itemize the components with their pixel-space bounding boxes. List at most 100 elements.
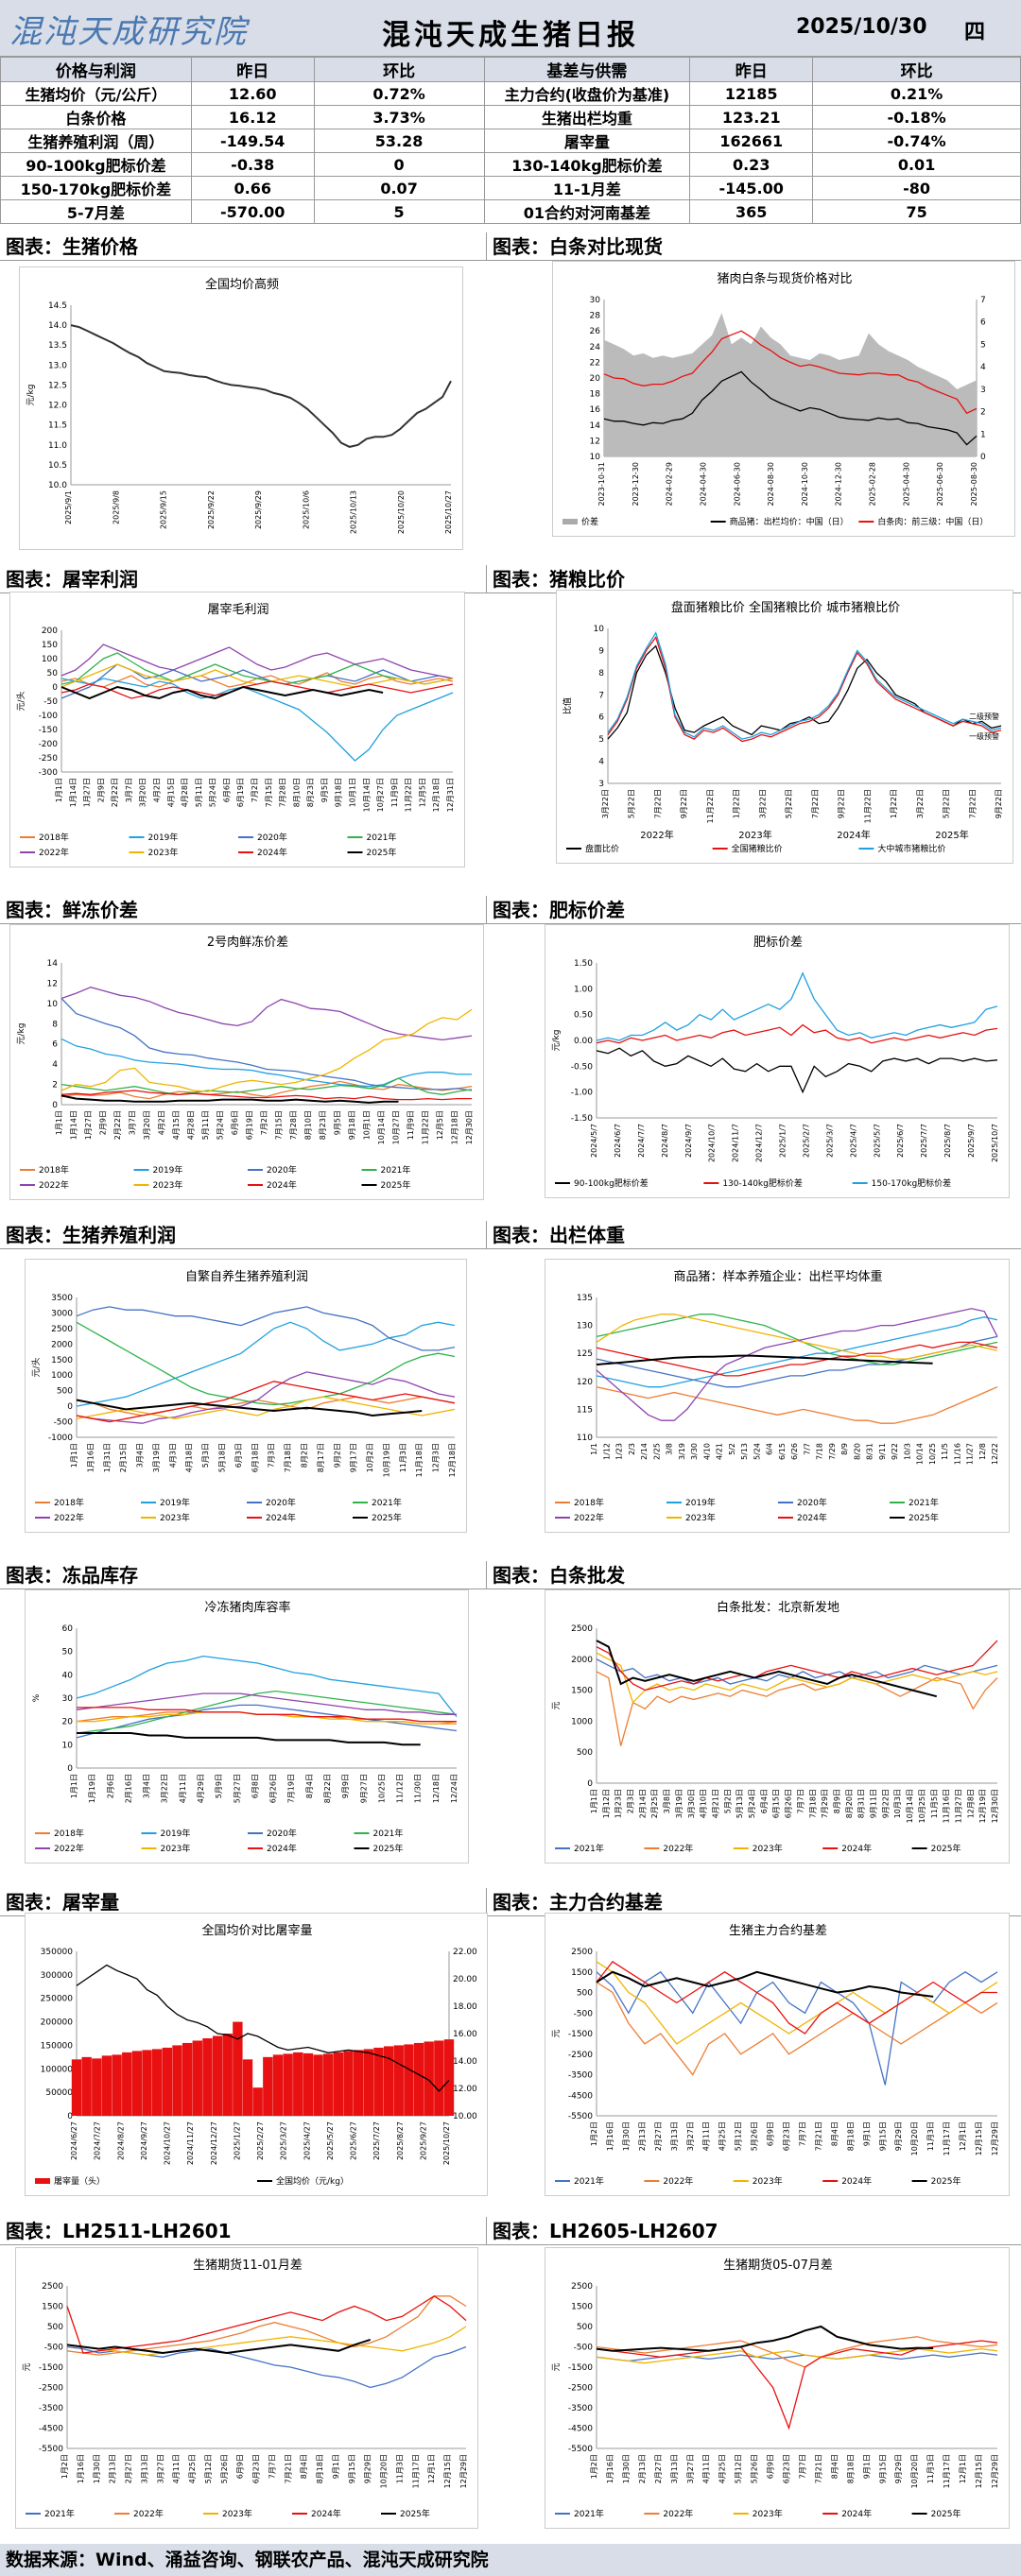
x-tick-label: 2024-04-30 — [699, 462, 707, 507]
y-tick-label: 150 — [42, 641, 58, 650]
x-tick-label: 4月11日 — [702, 2454, 711, 2483]
cell: 5-7月差 — [0, 199, 192, 224]
x-tick-label: 7月19日 — [287, 1774, 296, 1803]
cell: 0 — [313, 152, 485, 177]
legend-label: 2025年 — [381, 1179, 411, 1191]
x-tick-label: 10月2日 — [366, 1443, 374, 1472]
x-tick-label: 7月18日 — [284, 1443, 292, 1472]
x-tick-label: 1月2日 — [590, 2454, 598, 2479]
x-tick-label: 2月9日 — [96, 778, 105, 802]
x-tick-label: 2024/9/27 — [140, 2121, 148, 2160]
x-tick-label: 4月11日 — [179, 1774, 187, 1803]
cell: 0.66 — [190, 176, 315, 200]
x-tick-label: 2024/8/27 — [116, 2121, 125, 2160]
report-date: 2025/10/30 — [796, 15, 927, 39]
series-line — [76, 1371, 456, 1424]
y-tick-label: -1.50 — [571, 1114, 594, 1124]
x-tick-label: 1月16日 — [86, 1443, 95, 1472]
x-tick-label: 12月5日 — [418, 778, 426, 807]
x-tick-label: 2025/2/27 — [256, 2121, 265, 2160]
x-tick-label: 12月1日 — [427, 2454, 436, 2483]
x-tick-label: 11月3日 — [926, 2121, 935, 2151]
legend-label: 2023年 — [222, 2508, 252, 2519]
x-tick-label: 2025/10/27 — [444, 490, 453, 534]
chart-svg: 2号肉鲜冻价差 14 12 10 8 6 4 2 0 元/kg 1月1日 1月14日 1月27日 2月9日… — [17, 935, 474, 1191]
chart-title: 冷冻猪肉库容率 — [204, 1600, 290, 1615]
x-tick-label: 6月23日 — [783, 2454, 791, 2483]
x-tick-label: 3月4日 — [136, 1443, 145, 1468]
series-line — [76, 1396, 456, 1417]
x-tick-label: 4月2日 — [158, 1110, 166, 1135]
x-tick-label: 3月27日 — [686, 2121, 695, 2151]
series-line — [61, 1077, 473, 1095]
y-tick-label: -2500 — [568, 2051, 593, 2060]
legend-label: 大中城市猪粮比价 — [877, 843, 945, 854]
x-tick-label: 3/8 — [666, 1443, 674, 1455]
col-header: 基差与供需 — [483, 57, 691, 82]
x-tick-label: 5月3日 — [201, 1443, 210, 1468]
x-tick-label: 12月19日 — [978, 1789, 987, 1823]
bar — [81, 2056, 92, 2116]
legend-label: 2022年 — [54, 1843, 84, 1854]
x-tick-label: 2025/10/13 — [350, 490, 358, 534]
y2-tick-label: 14.00 — [453, 2057, 477, 2067]
chart-svg: 全国均价高频 14.5 14.0 13.5 13.0 12.5 12.0 11.5 11.0 10… — [26, 277, 453, 534]
x-tick-label: 2025/3/27 — [280, 2121, 288, 2160]
summary-row: 5-7月差 -570.00 5 01合约对河南基差 365 75 — [0, 199, 1021, 224]
cell: 0.01 — [812, 152, 1021, 177]
series-line — [70, 324, 452, 448]
legend-label: 2018年 — [54, 1497, 84, 1508]
y-tick-label: -1000 — [48, 1434, 73, 1443]
series-line — [77, 1711, 458, 1725]
x-tick-label: 2025/4/7 — [849, 1124, 857, 1158]
x-tick-label: 5/24 — [753, 1443, 761, 1460]
x-tick-label: 10/14 — [916, 1443, 925, 1465]
bar — [303, 2052, 314, 2116]
x-tick-label: 2025/9/8 — [112, 490, 120, 524]
y-tick-label: 2500 — [42, 2282, 63, 2292]
x-tick-label: 2024/11/7 — [732, 1124, 740, 1162]
x-tick-label: 2月9日 — [99, 1110, 108, 1135]
series-line — [61, 1038, 472, 1088]
x-tick-label: 2月22日 — [113, 1110, 122, 1140]
x-tick-label: 2025/8/7 — [943, 1124, 952, 1158]
x-tick-label: 7月15日 — [275, 1110, 284, 1140]
y-tick-label: 12 — [47, 979, 58, 988]
cell: 01合约对河南基差 — [483, 199, 691, 224]
legend-label: 2018年 — [39, 832, 69, 843]
y-tick-label: 18 — [590, 390, 601, 400]
x-tick-label: 5月24日 — [209, 778, 217, 807]
bar — [353, 2050, 364, 2116]
x-tick-label: 10月20日 — [910, 2454, 919, 2488]
legend-label: 2025年 — [400, 2508, 430, 2519]
x-tick-label: 4月11日 — [172, 2454, 181, 2483]
x-tick-label: 1月1日 — [70, 1443, 78, 1468]
x-tick-label: 2月13日 — [638, 2121, 647, 2151]
y-tick-label: -50 — [43, 697, 58, 707]
y-axis-label: 元/头 — [31, 1357, 42, 1377]
legend-label: 2021年 — [574, 2508, 604, 2519]
y-tick-label: 130 — [577, 1322, 593, 1331]
x-tick-label: 4/21 — [716, 1443, 724, 1460]
legend-label: 2022年 — [39, 1179, 69, 1191]
cell: 150-170kg肥标价差 — [0, 176, 192, 200]
x-tick-label: 2025/7/27 — [372, 2121, 381, 2160]
legend-label: 2021年 — [367, 832, 397, 843]
y2-tick-label: 12.00 — [453, 2085, 477, 2094]
x-tick-label: 12月1日 — [959, 2121, 967, 2151]
cell: 90-100kg肥标价差 — [0, 152, 192, 177]
series-line — [596, 1023, 998, 1044]
bar — [373, 2047, 384, 2116]
x-tick-label: 2025/1/7 — [779, 1124, 787, 1158]
y-tick-label: 200000 — [41, 2018, 74, 2028]
summary-header-row: 价格与利润 昨日 环比 基差与供需 昨日 环比 — [0, 57, 1021, 82]
legend-label: 2019年 — [161, 1828, 191, 1839]
series-line — [596, 1652, 998, 1704]
bar — [112, 2054, 122, 2116]
y-axis-label: 比值 — [562, 697, 573, 714]
col-header: 昨日 — [689, 57, 814, 82]
series-line — [61, 998, 473, 1091]
bar — [434, 2040, 444, 2116]
x-tick-label: 1月27日 — [83, 778, 92, 807]
summary-table: 价格与利润 昨日 环比 基差与供需 昨日 环比 生猪均价（元/公斤） 12.60 0… — [0, 57, 1021, 224]
